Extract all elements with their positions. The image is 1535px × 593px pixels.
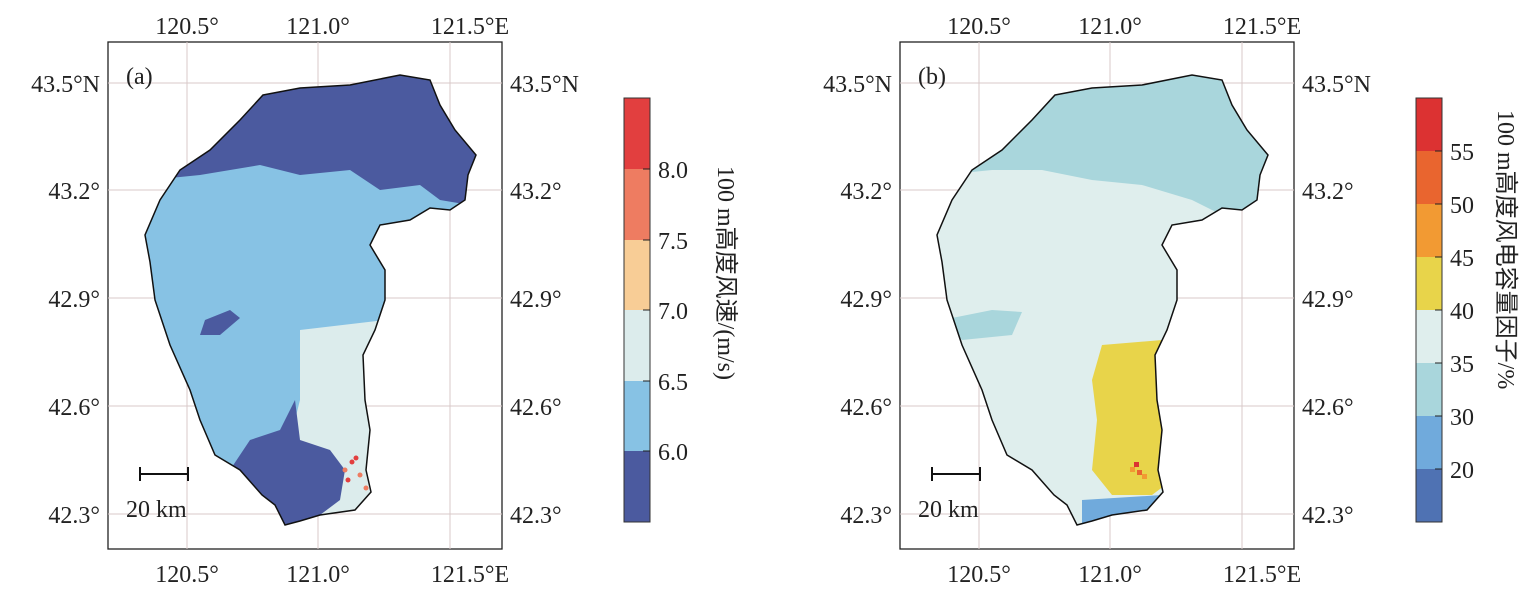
panel-a: (a) 20 km 120.5° 120.5° 121.0° 121.0° 121.5°E 1… bbox=[31, 14, 739, 588]
region-boundary bbox=[144, 74, 477, 526]
colorbar-segment bbox=[1416, 310, 1442, 363]
lat-tick-right: 43.5°N bbox=[1302, 72, 1371, 98]
lat-tick-right: 42.3° bbox=[510, 503, 562, 529]
panel-label: (a) bbox=[126, 64, 153, 90]
lat-tick-left: 42.9° bbox=[840, 287, 892, 313]
lon-tick-bottom: 120.5° bbox=[155, 562, 219, 588]
colorbar-tick-label: 40 bbox=[1450, 299, 1474, 325]
colorbar-tick-label: 35 bbox=[1450, 352, 1474, 378]
lon-tick-top: 121.0° bbox=[286, 14, 350, 40]
lat-tick-left: 42.9° bbox=[48, 287, 100, 313]
colorbar-tick-label: 6.0 bbox=[658, 440, 688, 466]
speed-below-6.0-south bbox=[230, 400, 345, 525]
panel-label: (b) bbox=[918, 64, 946, 90]
lat-tick-left: 42.3° bbox=[840, 503, 892, 529]
lat-tick-right: 42.9° bbox=[1302, 287, 1354, 313]
lon-tick-top: 121.5°E bbox=[431, 14, 509, 40]
lon-tick-bottom: 120.5° bbox=[947, 562, 1011, 588]
colorbar-segment bbox=[1416, 257, 1442, 310]
lon-tick-bottom: 121.5°E bbox=[431, 562, 509, 588]
lat-tick-right: 43.5°N bbox=[510, 72, 579, 98]
lat-tick-left: 43.2° bbox=[48, 179, 100, 205]
colorbar-segment bbox=[1416, 98, 1442, 151]
colorbar-segment bbox=[624, 451, 650, 522]
lat-tick-right: 42.9° bbox=[510, 287, 562, 313]
lon-tick-top: 120.5° bbox=[155, 14, 219, 40]
scale-bar-label: 20 km bbox=[918, 497, 979, 523]
lon-tick-top: 120.5° bbox=[947, 14, 1011, 40]
lat-tick-right: 42.3° bbox=[1302, 503, 1354, 529]
panel-b: (b) 20 km 120.5° 120.5° 121.0° 121.0° 121.5°E 1… bbox=[823, 14, 1519, 588]
lat-tick-right: 42.6° bbox=[1302, 395, 1354, 421]
colorbar-title: 100 m高度风电容量因子/% bbox=[1492, 110, 1519, 389]
high-speed-spot bbox=[363, 485, 369, 491]
lat-tick-left: 42.3° bbox=[48, 503, 100, 529]
colorbar-segment bbox=[1416, 416, 1442, 469]
lat-tick-right: 42.6° bbox=[510, 395, 562, 421]
lat-tick-right: 43.2° bbox=[1302, 179, 1354, 205]
high-speed-spot bbox=[349, 459, 355, 465]
lat-tick-left: 43.5°N bbox=[31, 72, 100, 98]
lat-tick-left: 43.2° bbox=[840, 179, 892, 205]
colorbar-segment bbox=[1416, 151, 1442, 204]
colorbar-tick-label: 55 bbox=[1450, 140, 1474, 166]
colorbar-tick-label: 7.0 bbox=[658, 299, 688, 325]
lon-tick-top: 121.5°E bbox=[1223, 14, 1301, 40]
colorbar-segment bbox=[1416, 204, 1442, 257]
region-boundary bbox=[936, 74, 1269, 526]
colorbar-segment bbox=[1416, 469, 1442, 522]
high-speed-spot bbox=[342, 467, 348, 473]
colorbar-segment bbox=[624, 240, 650, 310]
colorbar-segment bbox=[624, 98, 650, 169]
high-speed-spot bbox=[357, 472, 363, 478]
colorbar-tick-label: 45 bbox=[1450, 246, 1474, 272]
cf-40-45 bbox=[1092, 340, 1172, 495]
cf-high-spot bbox=[1142, 474, 1147, 479]
colorbar-tick-label: 7.5 bbox=[658, 229, 688, 255]
high-speed-spot bbox=[345, 477, 351, 483]
lon-tick-bottom: 121.0° bbox=[1078, 562, 1142, 588]
colorbar-segment bbox=[1416, 363, 1442, 416]
colorbar-segment bbox=[624, 310, 650, 381]
colorbar-tick-label: 8.0 bbox=[658, 158, 688, 184]
high-speed-spot bbox=[353, 455, 359, 461]
lat-tick-left: 42.6° bbox=[48, 395, 100, 421]
cf-30-35-west bbox=[942, 310, 1022, 340]
colorbar-tick-label: 20 bbox=[1450, 458, 1474, 484]
colorbar-title: 100 m高度风速/(m/s) bbox=[712, 166, 739, 380]
colorbar-tick-label: 50 bbox=[1450, 193, 1474, 219]
colorbar-tick-label: 6.5 bbox=[658, 370, 688, 396]
scale-bar-label: 20 km bbox=[126, 497, 187, 523]
cf-high-spot bbox=[1137, 470, 1142, 475]
lat-tick-right: 43.2° bbox=[510, 179, 562, 205]
colorbar-segment bbox=[624, 169, 650, 240]
colorbar-tick-label: 30 bbox=[1450, 405, 1474, 431]
lon-tick-top: 121.0° bbox=[1078, 14, 1142, 40]
speed-below-6.0-west bbox=[200, 310, 240, 335]
lon-tick-bottom: 121.5°E bbox=[1223, 562, 1301, 588]
lat-tick-left: 42.6° bbox=[840, 395, 892, 421]
lon-tick-bottom: 121.0° bbox=[286, 562, 350, 588]
cf-high-spot bbox=[1130, 467, 1135, 472]
cf-high-spot bbox=[1134, 462, 1139, 467]
colorbar-segment bbox=[624, 381, 650, 451]
lat-tick-left: 43.5°N bbox=[823, 72, 892, 98]
